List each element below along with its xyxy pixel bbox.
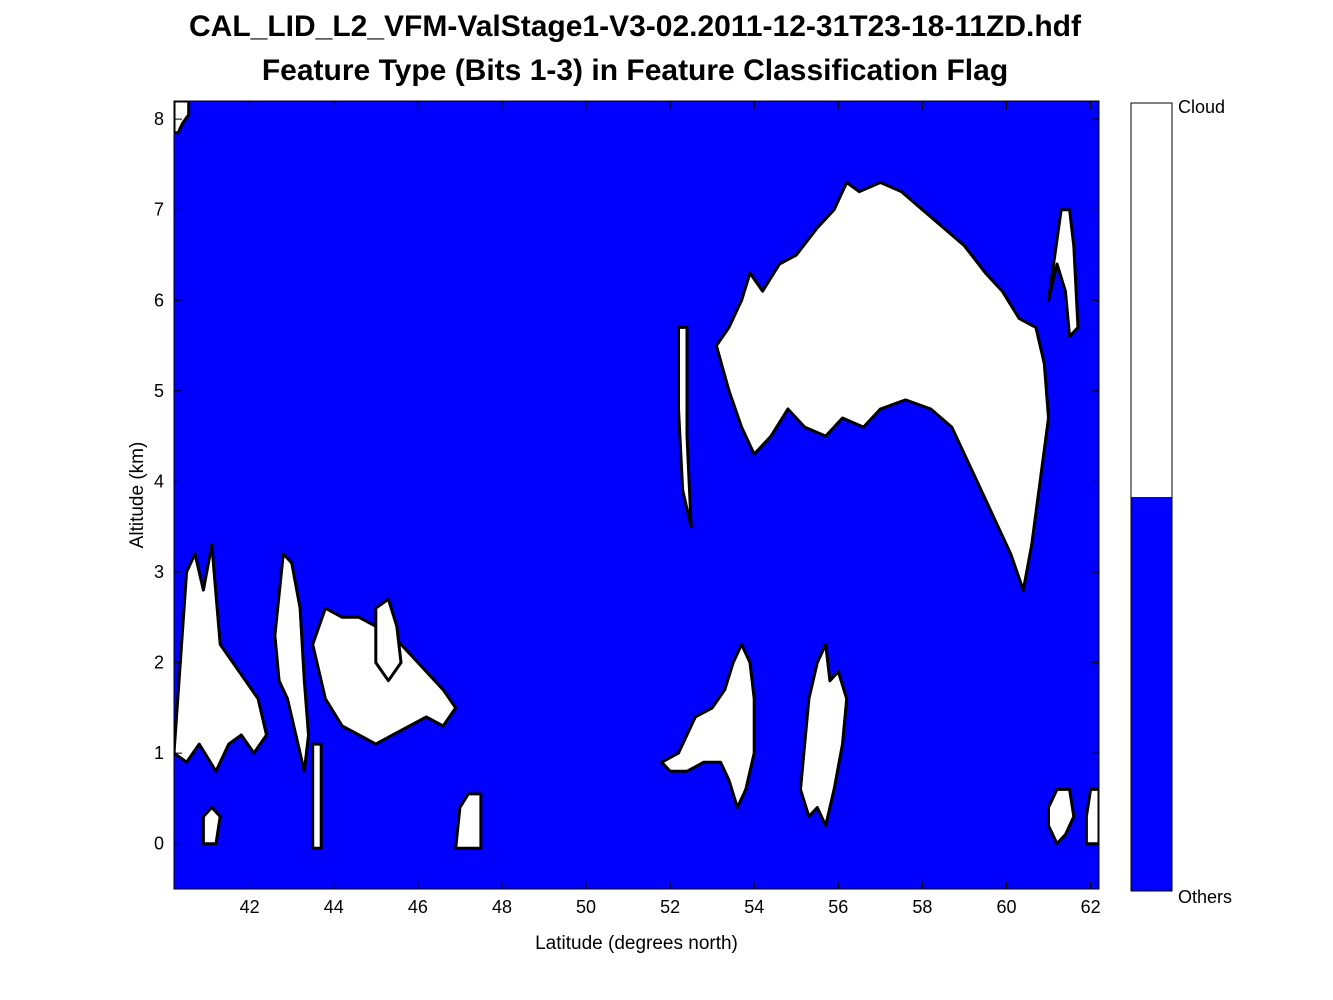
cloud-region-low-cloud-left-block (174, 543, 268, 773)
colorbar-segment (1131, 103, 1172, 497)
y-tick-label: 2 (154, 653, 164, 673)
x-axis: 42 44 46 48 50 52 54 56 58 60 62 (240, 101, 1101, 917)
y-tick-label: 1 (154, 743, 164, 763)
cloud-region-upper-cloud-right-column (1047, 208, 1080, 338)
cloud-region-top-left-corner (174, 101, 191, 135)
colorbar-frame (1130, 102, 1173, 892)
x-tick-label: 54 (744, 897, 764, 917)
colorbar-label: Cloud (1178, 97, 1225, 117)
cloud-region-low-cloud-ground-47 (454, 792, 483, 850)
plot-frame (173, 100, 1100, 890)
colorbar-label: Others (1178, 887, 1232, 907)
chart-title-line2: Feature Type (Bits 1-3) in Feature Class… (261, 54, 1009, 87)
x-tick-label: 60 (996, 897, 1016, 917)
cloud-region-upper-cloud-left-strip (677, 325, 693, 529)
colorbar: Others Cloud (1130, 97, 1232, 907)
x-tick-label: 52 (660, 897, 680, 917)
x-tick-label: 48 (492, 897, 512, 917)
x-tick-label: 44 (324, 897, 344, 917)
cloud-region-low-cloud-ground-60.5 (1047, 787, 1076, 846)
x-tick-label: 58 (912, 897, 932, 917)
x-tick-label: 56 (828, 897, 848, 917)
chart-title-line1: CAL_LID_L2_VFM-ValStage1-V3-02.2011-12-3… (188, 10, 1082, 43)
cloud-region-upper-cloud-main (714, 181, 1050, 592)
y-axis: 0 1 2 3 4 5 6 7 8 (154, 109, 1099, 854)
y-axis-label: Altitude (km) (127, 442, 148, 549)
y-tick-label: 5 (154, 381, 164, 401)
x-tick-label: 50 (576, 897, 596, 917)
y-tick-label: 4 (154, 471, 164, 491)
x-axis-label: Latitude (degrees north) (535, 933, 738, 954)
cloud-region-low-cloud-ground-43.5 (311, 742, 323, 850)
cloud-region-low-cloud-ground-41 (201, 806, 222, 846)
x-tick-label: 46 (408, 897, 428, 917)
cloud-region-low-cloud-53 (660, 642, 756, 809)
cloud-region-low-cloud-45-lobe (374, 597, 403, 683)
cloud-region-low-cloud-column-43 (273, 552, 310, 773)
x-tick-label: 42 (240, 897, 260, 917)
cloud-region-low-cloud-ground-62 (1084, 787, 1099, 846)
y-tick-label: 7 (154, 200, 164, 220)
y-tick-label: 3 (154, 562, 164, 582)
y-tick-label: 0 (154, 834, 164, 854)
colorbar-segment (1131, 497, 1172, 891)
y-tick-label: 6 (154, 290, 164, 310)
y-tick-label: 8 (154, 109, 164, 129)
x-tick-label: 62 (1081, 897, 1101, 917)
cloud-region-low-cloud-55.5 (799, 642, 849, 828)
cloud-regions (174, 101, 1099, 850)
